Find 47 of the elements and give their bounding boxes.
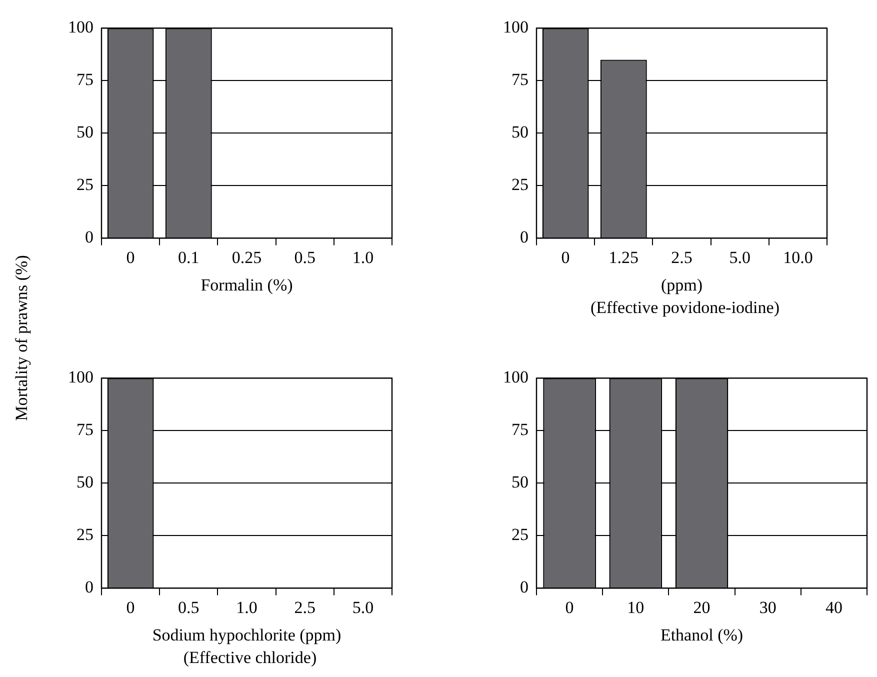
x-tick-label: 2.5 xyxy=(671,248,692,267)
y-tick-label: 100 xyxy=(68,18,94,37)
x-axis-title: Sodium hypochlorite (ppm) xyxy=(152,625,342,644)
x-axis-title: (ppm) xyxy=(660,275,703,294)
x-tick-label: 5.0 xyxy=(729,248,750,267)
x-axis-title: Ethanol (%) xyxy=(660,625,744,644)
x-tick-label: 30 xyxy=(759,598,776,617)
y-tick-label: 50 xyxy=(76,122,94,142)
y-tick-label: 50 xyxy=(76,472,94,492)
y-tick-label: 25 xyxy=(512,525,528,544)
x-tick-label: 0.5 xyxy=(178,598,200,617)
y-tick-label: 25 xyxy=(76,175,94,194)
y-tick-label: 100 xyxy=(503,368,528,387)
x-tick-label: 0.25 xyxy=(232,248,262,267)
x-tick-label: 5.0 xyxy=(352,598,374,617)
y-tick-label: 0 xyxy=(85,228,94,247)
x-tick-label: 0 xyxy=(561,248,570,267)
y-tick-label: 100 xyxy=(68,368,94,387)
x-tick-label: 10.0 xyxy=(783,248,813,267)
x-tick-label: 1.25 xyxy=(608,248,639,267)
y-tick-label: 75 xyxy=(512,420,528,440)
y-tick-label: 50 xyxy=(512,122,528,142)
y-tick-label: 0 xyxy=(520,228,528,247)
x-tick-label: 0 xyxy=(126,248,135,267)
y-tick-label: 50 xyxy=(512,472,528,492)
x-tick-label: 0 xyxy=(126,598,135,617)
x-tick-label: 0.5 xyxy=(294,248,316,267)
x-tick-label: 20 xyxy=(693,598,710,617)
y-tick-label: 0 xyxy=(520,578,528,597)
text: (Effective chloride) xyxy=(182,648,318,668)
x-tick-label: 1.0 xyxy=(236,598,258,617)
x-tick-label: 1.0 xyxy=(352,248,374,267)
x-tick-label: 2.5 xyxy=(294,598,316,617)
y-tick-label: 25 xyxy=(512,175,528,194)
y-tick-label: 75 xyxy=(76,70,94,90)
y-tick-label: 100 xyxy=(503,18,528,37)
y-tick-label: 75 xyxy=(76,420,94,440)
x-tick-label: 0 xyxy=(565,598,574,617)
y-axis-title: Mortality of prawns (%) xyxy=(12,255,32,421)
y-tick-label: 25 xyxy=(76,525,94,544)
x-tick-label: 40 xyxy=(825,598,842,617)
y-tick-label: 75 xyxy=(512,70,528,90)
x-tick-label: 10 xyxy=(627,598,644,617)
text: (Effective povidone-iodine) xyxy=(590,298,780,318)
x-axis-title: Formalin (%) xyxy=(200,275,293,294)
x-tick-label: 0.1 xyxy=(178,248,200,267)
y-tick-label: 0 xyxy=(85,578,94,597)
